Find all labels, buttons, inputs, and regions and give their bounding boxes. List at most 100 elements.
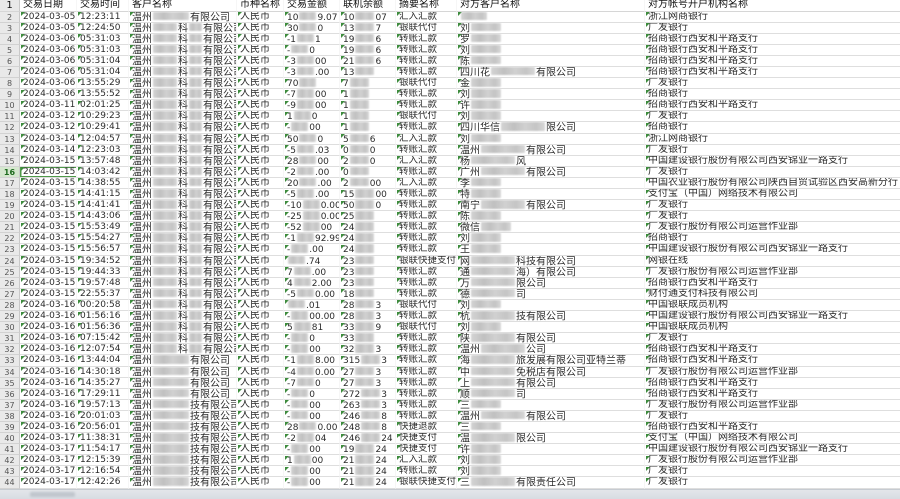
cell-date[interactable]: 2024-03-05 [20,23,77,34]
cell-time[interactable]: 13:44:04 [77,355,129,367]
cell-bank[interactable]: 招商银行西安和平路支行 [645,389,900,400]
cell-date[interactable]: 2024-03-16 [20,300,77,312]
cell-amount[interactable]: -5.03 [284,144,340,156]
cell-amount[interactable]: -10 0.00 [284,200,340,212]
cell-time[interactable]: 20:56:01 [77,422,129,434]
cell-counterparty[interactable]: 刘 [457,455,645,467]
cell-balance[interactable]: 50 0 [340,200,396,212]
cell-summary[interactable]: 转账汇款 [396,189,457,201]
cell-date[interactable]: 2024-03-17 [20,466,77,478]
cell-time[interactable]: 14:03:42 [77,167,129,178]
row-number[interactable]: 16 [0,166,20,178]
cell-balance[interactable]: 315 3 [340,355,396,367]
cell-counterparty[interactable]: 刘 [457,44,645,56]
cell-bank[interactable]: 招商银行西安和平路支行 [645,378,900,389]
cell-balance[interactable]: 1 [340,122,396,134]
cell-amount[interactable]: -2 04 [284,433,340,445]
cell-summary[interactable]: 转账汇款 [396,167,457,178]
cell-balance[interactable]: 33 [340,333,396,345]
cell-bank[interactable]: 中国银联成员机构 [645,322,900,334]
cell-amount[interactable]: 5 81 [284,322,340,334]
cell-bank[interactable]: 招商银行 [645,122,900,134]
cell-bank[interactable]: 广发银行股份有限公司运营作业部 [645,367,900,378]
cell-time[interactable]: 20:01:03 [77,411,129,422]
cell-bank[interactable]: 广发银行 [645,167,900,178]
row-number[interactable]: 24 [0,255,20,267]
cell-summary[interactable]: 转账汇款 [396,67,457,79]
cell-bank[interactable]: 招商银行西安和平路支行 [645,355,900,367]
cell-customer[interactable]: 温州科有限公司 [129,322,237,334]
cell-counterparty[interactable]: 德司 [457,288,645,300]
cell-balance[interactable]: 263 3 [340,399,396,411]
cell-date[interactable]: 2024-03-15 [20,256,77,267]
cell-date[interactable]: 2024-03-06 [20,78,77,90]
cell-customer[interactable]: 温州科有限公司 [129,33,237,45]
cell-customer[interactable]: 温州 有限公司 [129,11,237,23]
cell-amount[interactable]: -9 00 [284,100,340,112]
row-number[interactable]: 44 [0,477,20,489]
row-number[interactable]: 8 [0,78,20,90]
cell-bank[interactable]: 广发银行股份有限公司运营作业部 [645,455,900,467]
cell-summary[interactable]: 转账汇款 [396,233,457,245]
cell-amount[interactable]: .74 [284,255,340,267]
cell-time[interactable]: 14:30:18 [77,367,129,378]
cell-counterparty[interactable]: 温州 公司 [457,344,645,356]
cell-date[interactable]: 2024-03-12 [20,111,77,123]
cell-summary[interactable]: 快捷支付 [396,444,457,456]
row-number[interactable]: 41 [0,444,20,456]
column-header-amount[interactable]: 交易金额 [284,0,340,12]
cell-currency[interactable]: 人民币 [237,256,284,267]
cell-counterparty[interactable]: 特 [457,189,645,201]
cell-customer[interactable]: 温州科有限公司 [129,78,237,90]
cell-amount[interactable]: -52 00 [284,222,340,234]
cell-counterparty[interactable]: 三 [457,421,645,434]
cell-bank[interactable]: 招商银行 [645,89,900,101]
cell-amount[interactable]: -1 8.00 [284,355,340,367]
row-number[interactable]: 1 [0,0,20,12]
cell-customer[interactable]: 温州科有限公司 [129,144,237,156]
cell-date[interactable]: 2024-03-16 [20,389,77,400]
cell-customer[interactable]: 温州 技有限公司 [129,433,237,445]
cell-currency[interactable]: 人民币 [237,244,284,256]
cell-customer[interactable]: 温州 有限公司 [129,366,237,378]
cell-bank[interactable]: 招商银行西安和平路支行 [645,344,900,356]
cell-summary[interactable]: 银联快捷支付 [396,256,457,267]
cell-counterparty[interactable]: 许 [457,444,645,456]
cell-currency[interactable]: 人民币 [237,111,284,123]
row-number[interactable]: 32 [0,344,20,356]
row-number[interactable]: 43 [0,466,20,478]
cell-customer[interactable]: 温州科有限公司 [129,333,237,345]
cell-bank[interactable]: 中国建设银行股份有限公司西安锦业一路支行 [645,244,900,256]
cell-time[interactable]: 10:29:23 [77,111,129,123]
cell-balance[interactable]: 13 7 [340,22,396,34]
cell-amount[interactable]: -00 [284,444,340,456]
cell-amount[interactable]: 1 00 [284,455,340,467]
cell-customer[interactable]: 温州科有限公司 [129,277,237,289]
cell-balance[interactable]: 23 [340,277,396,289]
cell-date[interactable]: 2024-03-16 [20,367,77,378]
cell-currency[interactable]: 人民币 [237,444,284,456]
cell-counterparty[interactable]: 王 [457,244,645,256]
cell-amount[interactable]: -25 0.00 [284,211,340,223]
cell-bank[interactable]: 支付宝（中国）网络技术有限公司 [645,189,900,201]
cell-balance[interactable]: 24 [340,233,396,245]
cell-customer[interactable]: 温州科有限公司 [129,166,237,178]
cell-balance[interactable]: 1 [340,89,396,101]
cell-customer[interactable]: 温州科有限公司 [129,200,237,212]
cell-amount[interactable]: -00 [284,410,340,422]
cell-balance[interactable]: 1 [340,100,396,112]
cell-currency[interactable]: 人民币 [237,56,284,67]
cell-date[interactable]: 2024-03-15 [20,278,77,289]
cell-customer[interactable]: 温州科有限公司 [129,233,237,245]
cell-currency[interactable]: 人民币 [237,233,284,245]
cell-date[interactable]: 2024-03-15 [20,267,77,278]
row-number[interactable]: 2 [0,11,20,23]
cell-balance[interactable]: 21 24 [340,466,396,478]
cell-customer[interactable]: 温州科有限公司 [129,122,237,134]
cell-balance[interactable]: 19 6 [340,44,396,56]
cell-summary[interactable]: 转账汇款 [396,289,457,300]
cell-currency[interactable]: 人民币 [237,466,284,478]
cell-counterparty[interactable]: 三有限责任公司 [457,477,645,489]
cell-amount[interactable]: 28 0.00 [284,421,340,434]
